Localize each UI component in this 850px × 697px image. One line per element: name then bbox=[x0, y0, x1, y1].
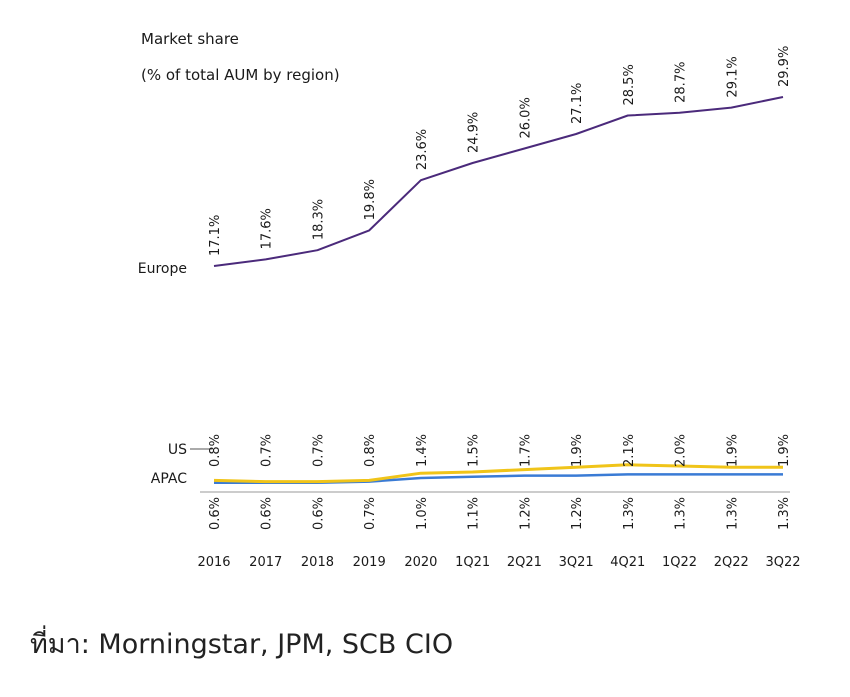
x-tick-label: 2018 bbox=[301, 555, 334, 570]
data-label-apac: 1.3% bbox=[622, 497, 637, 530]
data-label-apac: 0.6% bbox=[311, 497, 326, 530]
market-share-chart: Europe US APAC 17.1% 17.6% 18.3% 19.8% 23.6%… bbox=[138, 46, 801, 570]
series-name-apac: APAC bbox=[151, 471, 187, 487]
data-label-us: 2.0% bbox=[674, 434, 689, 467]
data-label-apac: 1.3% bbox=[674, 497, 689, 530]
data-label-europe: 28.5% bbox=[622, 64, 637, 105]
data-label-europe: 26.0% bbox=[518, 97, 533, 138]
data-label-apac: 1.1% bbox=[467, 497, 482, 530]
x-tick-label: 2Q21 bbox=[507, 555, 542, 570]
data-label-us: 1.9% bbox=[777, 434, 792, 467]
x-tick-label: 2017 bbox=[249, 555, 282, 570]
x-tick-label: 4Q21 bbox=[610, 555, 645, 570]
x-tick-label: 1Q21 bbox=[455, 555, 490, 570]
data-label-us: 2.1% bbox=[622, 434, 637, 467]
chart-subtitle: (% of total AUM by region) bbox=[141, 66, 340, 84]
data-label-europe: 17.1% bbox=[208, 215, 223, 256]
us-line bbox=[213, 463, 783, 484]
chart-title: Market share bbox=[141, 30, 239, 48]
data-label-apac: 0.6% bbox=[260, 497, 275, 530]
chart-marks: 17.1% 17.6% 18.3% 19.8% 23.6% 24.9% 26.0% 27.1%… bbox=[197, 46, 800, 570]
data-label-europe: 18.3% bbox=[311, 199, 326, 240]
data-label-apac: 1.0% bbox=[415, 497, 430, 530]
series-name-europe: Europe bbox=[138, 261, 187, 277]
data-label-apac: 1.2% bbox=[570, 497, 585, 530]
data-label-europe: 24.9% bbox=[467, 112, 482, 153]
data-label-us: 0.7% bbox=[311, 434, 326, 467]
data-label-europe: 19.8% bbox=[363, 179, 378, 220]
data-label-apac: 1.3% bbox=[777, 497, 792, 530]
data-label-us: 1.5% bbox=[467, 434, 482, 467]
x-tick-label: 2Q22 bbox=[714, 555, 749, 570]
series-name-us: US bbox=[168, 442, 187, 458]
data-label-europe: 27.1% bbox=[570, 83, 585, 124]
x-tick-label: 3Q22 bbox=[765, 555, 800, 570]
x-tick-label: 2020 bbox=[404, 555, 437, 570]
x-tick-label: 3Q21 bbox=[559, 555, 594, 570]
x-tick-label: 2016 bbox=[197, 555, 230, 570]
data-label-us: 1.9% bbox=[570, 434, 585, 467]
data-label-us: 1.4% bbox=[415, 434, 430, 467]
x-tick-label: 2019 bbox=[353, 555, 386, 570]
data-label-us: 0.7% bbox=[260, 434, 275, 467]
data-label-us: 0.8% bbox=[363, 434, 378, 467]
data-label-apac: 0.7% bbox=[363, 497, 378, 530]
data-label-us: 1.9% bbox=[725, 434, 740, 467]
data-label-apac: 1.3% bbox=[725, 497, 740, 530]
data-label-apac: 0.6% bbox=[208, 497, 223, 530]
data-label-us: 1.7% bbox=[518, 434, 533, 467]
data-label-europe: 17.6% bbox=[260, 208, 275, 249]
europe-line bbox=[213, 96, 784, 267]
data-label-europe: 29.1% bbox=[725, 56, 740, 97]
data-label-europe: 29.9% bbox=[777, 46, 792, 87]
x-tick-label: 1Q22 bbox=[662, 555, 697, 570]
data-label-europe: 23.6% bbox=[415, 129, 430, 170]
data-label-apac: 1.2% bbox=[518, 497, 533, 530]
data-label-europe: 28.7% bbox=[674, 62, 689, 103]
data-label-us: 0.8% bbox=[208, 434, 223, 467]
source-note: ที่มา: Morningstar, JPM, SCB CIO bbox=[30, 629, 454, 660]
